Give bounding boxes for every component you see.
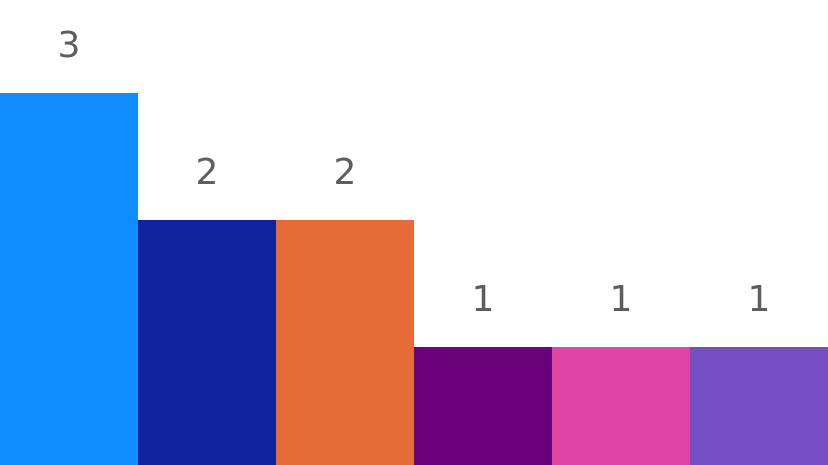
data-label: 1 <box>748 279 771 320</box>
bar <box>138 220 276 465</box>
data-label: 1 <box>610 279 633 320</box>
bar <box>414 347 552 465</box>
data-label: 2 <box>334 152 357 193</box>
bar <box>0 93 138 465</box>
bar <box>690 347 828 465</box>
data-label: 1 <box>472 279 495 320</box>
bar <box>276 220 414 465</box>
data-label: 3 <box>58 25 81 66</box>
data-label: 2 <box>196 152 219 193</box>
bar <box>552 347 690 465</box>
